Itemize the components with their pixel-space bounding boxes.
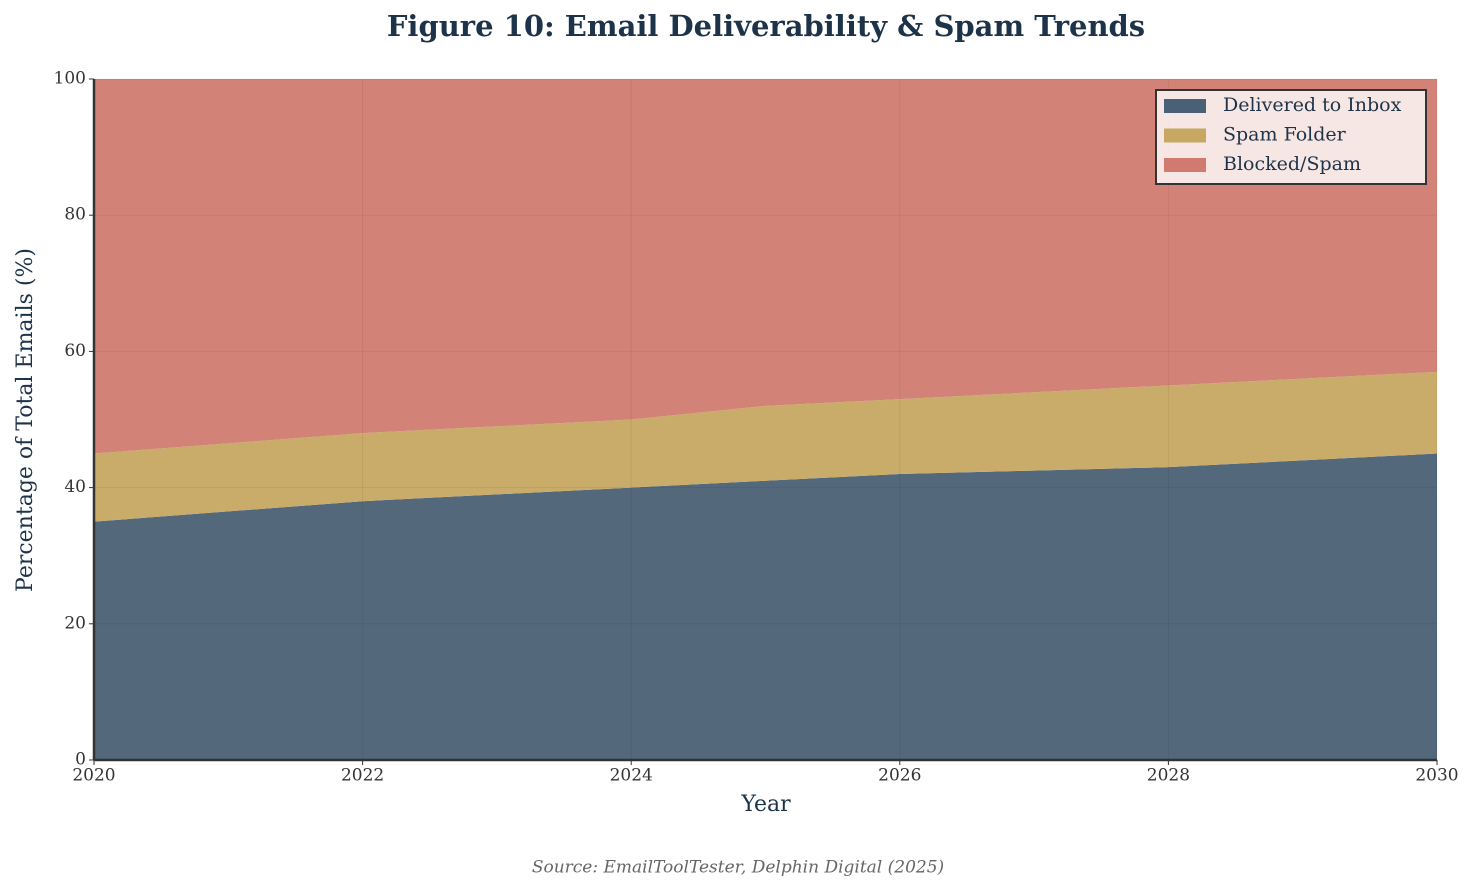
x-tick-label: 2026 <box>878 766 921 786</box>
x-axis-label: Year <box>740 792 791 817</box>
source-note: Source: EmailToolTester, Delphin Digital… <box>532 858 944 878</box>
legend-label: Delivered to Inbox <box>1223 94 1402 116</box>
y-tick-label: 20 <box>64 613 86 633</box>
y-tick-label: 0 <box>75 750 86 770</box>
legend-swatch <box>1164 158 1206 172</box>
y-axis-label: Percentage of Total Emails (%) <box>13 248 38 592</box>
legend-swatch <box>1164 99 1206 113</box>
area <box>94 453 1437 760</box>
chart-title: Figure 10: Email Deliverability & Spam T… <box>387 9 1145 43</box>
x-tick-label: 2024 <box>610 766 653 786</box>
x-tick-label: 2028 <box>1147 766 1190 786</box>
legend-swatch <box>1164 128 1206 143</box>
y-tick-label: 100 <box>54 69 86 89</box>
x-tick-label: 2030 <box>1415 766 1458 786</box>
y-tick-label: 80 <box>64 205 86 225</box>
area <box>94 371 1437 522</box>
legend-label: Spam Folder <box>1223 124 1347 146</box>
legend-label: Blocked/Spam <box>1223 153 1361 175</box>
x-tick-label: 2020 <box>72 766 115 786</box>
y-tick-label: 60 <box>64 341 86 361</box>
y-tick-label: 40 <box>64 477 86 497</box>
area <box>94 79 1437 454</box>
x-tick-label: 2022 <box>341 766 384 786</box>
